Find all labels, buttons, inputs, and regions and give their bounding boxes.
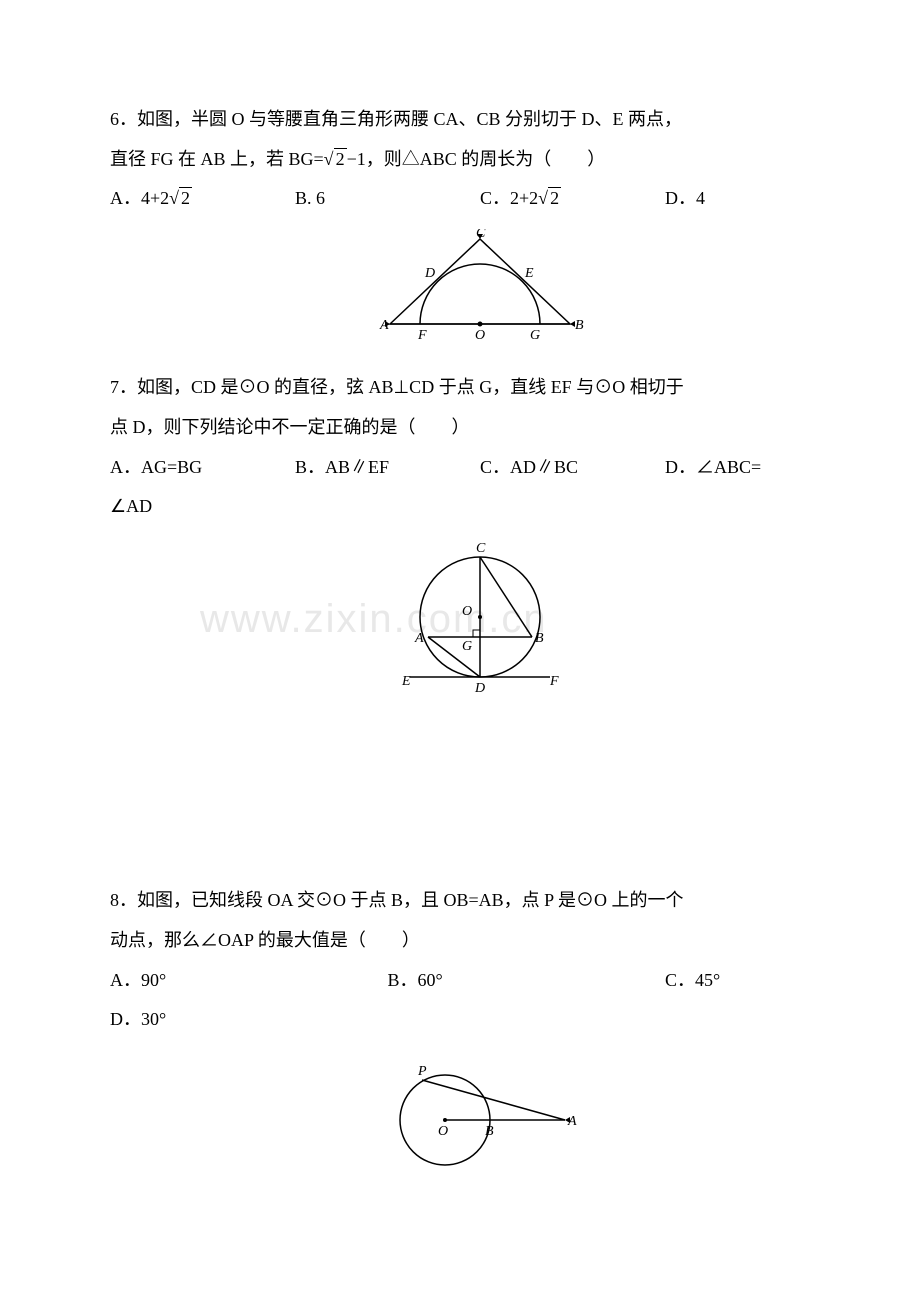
- question-7: 7．如图，CD 是⊙O 的直径，弦 AB⊥CD 于点 G，直线 EF 与⊙O 相…: [110, 368, 850, 721]
- svg-text:O: O: [475, 328, 485, 343]
- q8-optD: D．30°: [110, 1000, 850, 1040]
- svg-text:E: E: [401, 674, 411, 689]
- q7-text: 7．如图，CD 是⊙O 的直径，弦 AB⊥CD 于点 G，直线 EF 与⊙O 相…: [110, 368, 850, 408]
- svg-text:F: F: [549, 674, 559, 689]
- q6-svg: A B C D E F O G: [370, 229, 590, 344]
- q6-num: 6: [110, 109, 119, 129]
- q6-optA-pre: A．4+2: [110, 188, 169, 208]
- q8-optA: A．90°: [110, 961, 388, 1001]
- q6-optB: B. 6: [295, 179, 480, 219]
- q6-options: A．4+2√2 B. 6 C．2+2√2 D．4: [110, 179, 850, 219]
- q8-optB: B．60°: [388, 961, 666, 1001]
- q8-line1: ．如图，已知线段 OA 交⊙O 于点 B，且 OB=AB，点 P 是⊙O 上的一…: [119, 890, 684, 910]
- svg-text:E: E: [524, 266, 534, 281]
- q6-figure: A B C D E F O G: [110, 229, 850, 359]
- svg-text:G: G: [462, 639, 472, 654]
- q6-text2: 直径 FG 在 AB 上，若 BG=√2−1，则△ABC 的周长为（ ）: [110, 140, 850, 180]
- svg-text:C: C: [476, 541, 486, 556]
- q7-options: A．AG=BG B．AB∥EF C．AD∥BC D．∠ABC=: [110, 448, 850, 488]
- q8-figure: P O B A: [110, 1050, 850, 1185]
- q7-optD-line2: ∠AD: [110, 487, 850, 527]
- svg-text:P: P: [417, 1064, 427, 1079]
- q6-optA-sqrt: 2: [179, 187, 192, 208]
- svg-text:F: F: [417, 328, 427, 343]
- svg-text:O: O: [438, 1124, 448, 1139]
- q8-optC: C．45°: [665, 961, 850, 1001]
- q7-optA: A．AG=BG: [110, 448, 295, 488]
- q8-options-row1: A．90° B．60° C．45°: [110, 961, 850, 1001]
- q7-line1: ．如图，CD 是⊙O 的直径，弦 AB⊥CD 于点 G，直线 EF 与⊙O 相切…: [119, 377, 684, 397]
- svg-text:B: B: [485, 1124, 494, 1139]
- svg-text:B: B: [575, 318, 584, 333]
- q6-optC: C．2+2√2: [480, 179, 665, 219]
- q6-optA: A．4+2√2: [110, 179, 295, 219]
- sqrt-expr: √2: [324, 140, 347, 180]
- q6-optC-sqrt: 2: [548, 187, 561, 208]
- q7-optC: C．AD∥BC: [480, 448, 665, 488]
- question-8: 8．如图，已知线段 OA 交⊙O 于点 B，且 OB=AB，点 P 是⊙O 上的…: [110, 881, 850, 1184]
- q6-optD: D．4: [665, 179, 850, 219]
- svg-text:D: D: [424, 266, 435, 281]
- q6-line1: ．如图，半圆 O 与等腰直角三角形两腰 CA、CB 分别切于 D、E 两点，: [119, 109, 682, 129]
- svg-text:C: C: [476, 229, 486, 241]
- svg-text:O: O: [462, 604, 472, 619]
- q8-svg: P O B A: [370, 1050, 590, 1170]
- q8-text2: 动点，那么∠OAP 的最大值是（ ）: [110, 921, 850, 961]
- q7-svg: C O A G B E D F: [390, 537, 570, 707]
- q7-figure: C O A G B E D F: [110, 537, 850, 722]
- svg-text:B: B: [535, 631, 544, 646]
- q7-text2: 点 D，则下列结论中不一定正确的是（ ）: [110, 408, 850, 448]
- q7-num: 7: [110, 377, 119, 397]
- q6-line2-pre: 直径 FG 在 AB 上，若 BG=: [110, 149, 324, 169]
- svg-text:D: D: [474, 681, 485, 696]
- q8-text: 8．如图，已知线段 OA 交⊙O 于点 B，且 OB=AB，点 P 是⊙O 上的…: [110, 881, 850, 921]
- question-6: 6．如图，半圆 O 与等腰直角三角形两腰 CA、CB 分别切于 D、E 两点， …: [110, 100, 850, 358]
- q6-line2-mid: −1，则△ABC 的周长为（ ）: [347, 149, 606, 169]
- svg-text:A: A: [414, 631, 424, 646]
- svg-text:G: G: [530, 328, 540, 343]
- q7-optD: D．∠ABC=: [665, 448, 850, 488]
- q6-optC-pre: C．2+2: [480, 188, 538, 208]
- q7-optB: B．AB∥EF: [295, 448, 480, 488]
- q8-num: 8: [110, 890, 119, 910]
- q6-text: 6．如图，半圆 O 与等腰直角三角形两腰 CA、CB 分别切于 D、E 两点，: [110, 100, 850, 140]
- svg-text:A: A: [379, 318, 389, 333]
- spacer: [110, 731, 850, 881]
- page-content: 6．如图，半圆 O 与等腰直角三角形两腰 CA、CB 分别切于 D、E 两点， …: [110, 100, 850, 1184]
- q6-sqrt: 2: [334, 148, 347, 169]
